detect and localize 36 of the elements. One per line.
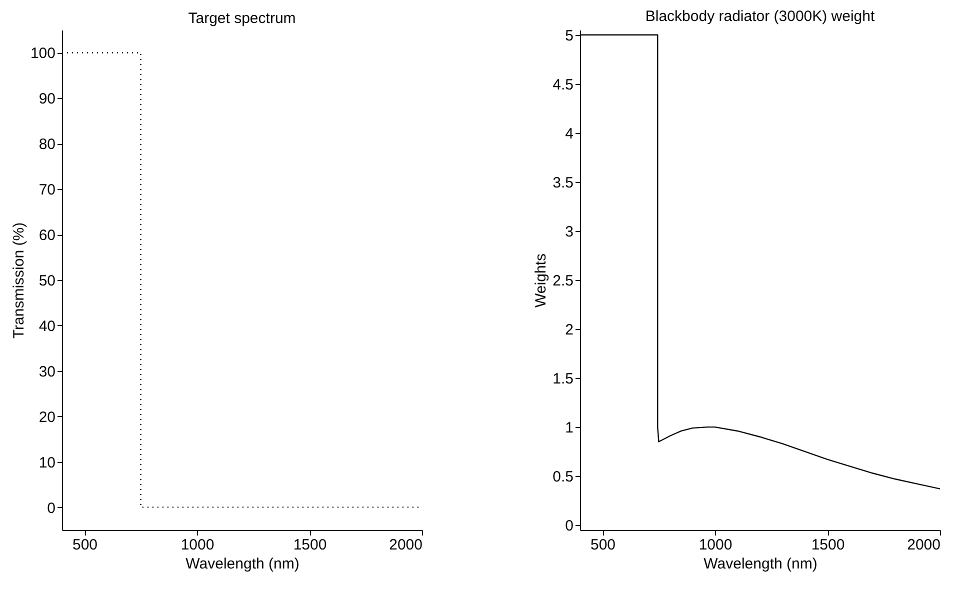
y-axis-title: Transmission (%) [10, 222, 28, 339]
y-tick-label: 4.5 [552, 76, 574, 94]
y-axis-title: Weights [532, 254, 550, 308]
y-tick-label: 0 [565, 518, 574, 535]
y-tick-label: 3.5 [552, 174, 574, 192]
y-tick-label: 2 [565, 322, 574, 339]
x-axis-title: Wavelength (nm) [704, 556, 818, 572]
chart-title: Target spectrum [188, 10, 296, 27]
x-tick-label: 1000 [698, 536, 732, 554]
y-tick-label: 0.5 [552, 468, 574, 486]
x-tick-label: 500 [590, 536, 616, 554]
y-tick-label: 5 [565, 27, 574, 44]
y-tick-label: 40 [38, 318, 56, 335]
y-tick-label: 10 [38, 454, 56, 472]
chart-title: Blackbody radiator (3000K) weight [645, 8, 876, 25]
y-tick-label: 2.5 [552, 272, 574, 290]
x-tick-label: 2000 [389, 536, 422, 554]
x-tick-label: 2000 [907, 536, 940, 554]
y-tick-label: 4 [565, 125, 574, 142]
x-tick-label: 1500 [811, 536, 845, 554]
x-tick-label: 1000 [180, 536, 214, 554]
y-tick-label: 1.5 [552, 370, 574, 388]
y-tick-label: 0 [47, 500, 56, 517]
x-tick-label: 500 [72, 536, 98, 554]
y-tick-label: 80 [38, 136, 56, 154]
y-tick-label: 30 [38, 363, 56, 380]
y-tick-label: 90 [38, 90, 56, 108]
y-tick-label: 1 [565, 420, 574, 437]
y-tick-label: 100 [30, 45, 56, 62]
x-axis-title: Wavelength (nm) [186, 556, 300, 572]
x-tick-label: 1500 [293, 536, 327, 554]
y-tick-label: 20 [38, 408, 56, 426]
y-tick-label: 60 [38, 227, 56, 244]
y-tick-label: 50 [38, 272, 56, 290]
y-tick-label: 3 [565, 223, 574, 240]
y-tick-label: 70 [38, 182, 56, 199]
